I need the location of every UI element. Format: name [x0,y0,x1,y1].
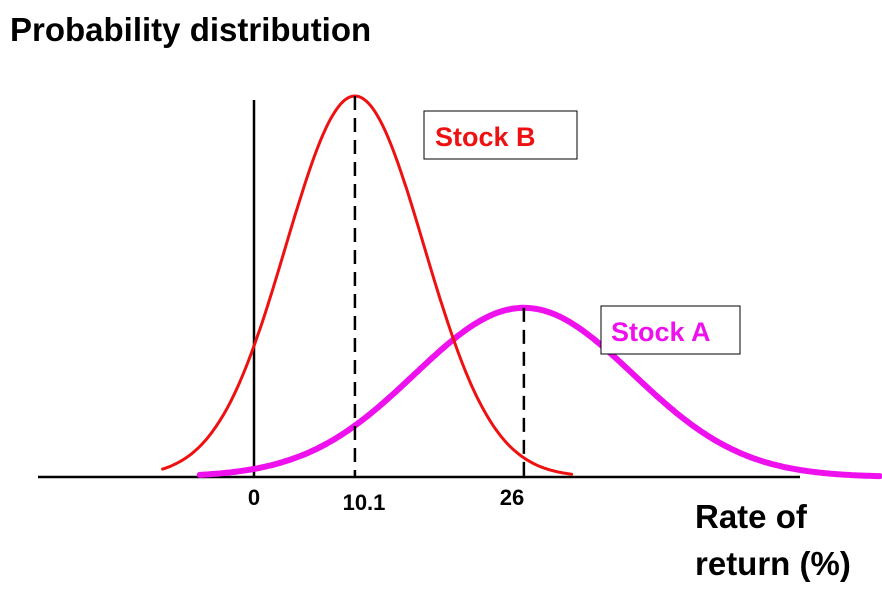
series-line-stock-b [161,94,574,476]
chart-title: Probability distribution [10,11,371,48]
x-axis-label-line1: Rate of [695,498,808,535]
legend-box-stock-a [600,305,741,355]
x-axis-label-line2: return (%) [695,545,851,582]
x-tick-2: 26 [500,485,524,510]
legend-stock-a: Stock A [600,305,741,355]
legend-stock-b: Stock B [423,110,578,160]
mean-lines [353,96,526,477]
legend-label-stock-b: Stock B [435,122,536,152]
curves [161,94,882,480]
legend-box-stock-b [423,110,578,160]
series-line-stock-a [196,304,882,480]
x-tick-0: 0 [248,485,260,510]
x-tick-1: 10.1 [343,490,386,515]
legend-label-stock-a: Stock A [611,317,711,347]
